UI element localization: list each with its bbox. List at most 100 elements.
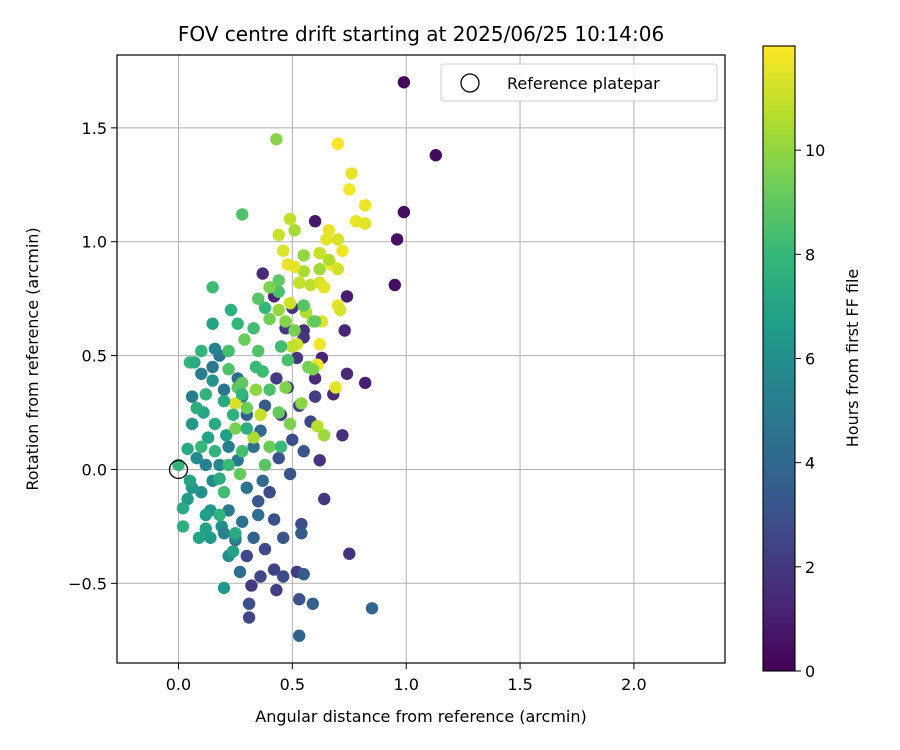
data-point: [311, 420, 324, 433]
data-point: [222, 458, 235, 472]
data-point: [185, 390, 199, 403]
data-point: [293, 629, 306, 642]
colorbar-tick-label: 0: [805, 662, 815, 681]
data-point: [185, 417, 199, 431]
data-point: [340, 367, 354, 380]
data-point: [188, 356, 201, 369]
data-point: [224, 303, 238, 317]
data-point: [359, 376, 372, 390]
x-tick-label: 0.5: [280, 675, 305, 694]
data-point: [277, 531, 290, 544]
data-point: [181, 492, 194, 506]
y-tick-label: −0.5: [68, 574, 107, 593]
data-point: [270, 372, 283, 385]
reference-platepar-marker: [168, 459, 189, 480]
chart-title: FOV centre drift starting at 2025/06/25 …: [178, 22, 664, 46]
colorbar-gradient: [762, 45, 796, 672]
data-point: [267, 563, 281, 576]
data-point: [331, 137, 345, 150]
data-point: [336, 244, 349, 257]
data-point: [283, 467, 297, 481]
data-point: [313, 246, 326, 260]
data-point: [318, 429, 331, 442]
data-point: [252, 508, 265, 522]
data-point: [334, 303, 347, 317]
colorbar-tick-label: 2: [805, 558, 815, 577]
data-point: [233, 565, 247, 579]
data-point: [343, 547, 356, 560]
data-point: [252, 495, 265, 508]
data-point: [206, 317, 219, 330]
data-point: [236, 376, 249, 390]
data-point: [226, 408, 240, 421]
data-point: [270, 133, 283, 146]
data-point: [242, 597, 256, 610]
data-point: [229, 422, 242, 435]
data-point: [199, 508, 212, 522]
data-point: [263, 440, 276, 453]
data-point: [206, 281, 219, 294]
x-tick-label: 0.0: [166, 675, 191, 694]
y-tick-label: 1.5: [82, 119, 107, 138]
data-point: [208, 342, 222, 355]
data-points: [172, 76, 442, 642]
data-point: [397, 205, 411, 219]
data-point: [263, 383, 276, 396]
colorbar-tick-label: 10: [805, 141, 825, 160]
data-point: [217, 486, 231, 499]
data-point: [343, 183, 356, 196]
data-point: [195, 344, 208, 358]
data-point: [238, 333, 251, 346]
grid: [117, 55, 725, 663]
data-point: [331, 262, 345, 276]
data-point: [220, 429, 233, 442]
data-point: [213, 508, 226, 522]
data-point: [217, 527, 231, 540]
data-point: [322, 253, 335, 267]
data-point: [254, 570, 267, 583]
data-point: [295, 527, 308, 540]
data-point: [236, 388, 249, 401]
data-point: [217, 581, 231, 595]
data-point: [338, 324, 351, 337]
y-tick-label: 1.0: [82, 233, 107, 252]
data-point: [313, 262, 326, 276]
data-point: [313, 454, 326, 467]
data-point: [204, 531, 217, 544]
data-point: [340, 290, 354, 303]
data-point: [190, 451, 203, 465]
data-point: [283, 212, 297, 226]
colorbar-label: Hours from first FF file: [843, 269, 862, 448]
data-point: [217, 394, 231, 408]
data-point: [277, 570, 290, 583]
data-point: [272, 274, 285, 287]
data-point: [242, 611, 256, 624]
data-point: [229, 527, 242, 540]
data-point: [263, 486, 276, 499]
data-point: [256, 267, 269, 280]
data-point: [254, 408, 267, 421]
legend: Reference platepar: [440, 63, 718, 102]
data-point: [308, 315, 322, 328]
data-point: [293, 593, 306, 606]
data-point: [252, 292, 265, 305]
data-point: [256, 474, 269, 487]
data-point: [231, 317, 244, 330]
data-point: [281, 258, 294, 271]
data-point: [181, 442, 194, 456]
data-point: [233, 467, 247, 481]
data-point: [213, 472, 226, 485]
data-point: [286, 340, 299, 353]
colorbar-tick-label: 6: [805, 350, 815, 369]
data-point: [274, 440, 288, 453]
plot-frame: [116, 54, 726, 664]
data-point: [331, 233, 345, 246]
data-point: [272, 406, 285, 419]
colorbar-ticks: 0 2 4 6 8 10: [795, 141, 825, 681]
legend-entry: Reference platepar: [507, 74, 660, 93]
y-axis-ticks: −0.5 0.0 0.5 1.0 1.5: [68, 119, 117, 593]
data-point: [195, 440, 208, 453]
data-point: [270, 583, 283, 597]
y-tick-label: 0.5: [82, 347, 107, 366]
